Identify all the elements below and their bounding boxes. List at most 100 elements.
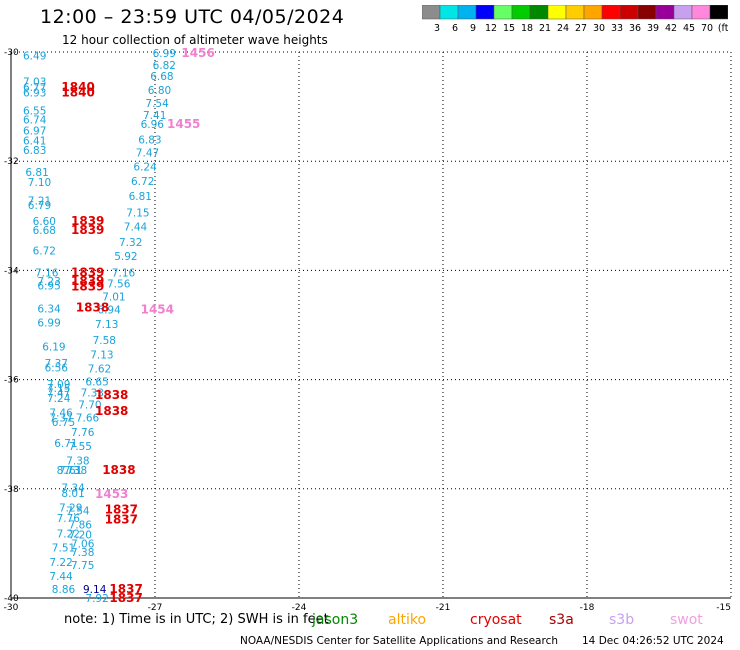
wave-height-label: 6.68 <box>150 71 173 83</box>
x-tick-label: -30 <box>4 603 19 610</box>
wave-height-label: 7.15 <box>47 383 70 395</box>
wave-height-label: 6.55 <box>23 105 46 117</box>
wave-height-label: 6.95 <box>37 281 60 293</box>
wave-height-label: 6.81 <box>129 191 152 203</box>
legend-label: 30 <box>593 23 605 34</box>
legend-label: 45 <box>683 23 695 34</box>
wave-height-label: 7.61 <box>59 465 82 477</box>
wave-height-label: 5.92 <box>114 251 137 263</box>
wave-height-label: 7.06 <box>71 538 95 550</box>
legend-label: 21 <box>539 23 551 34</box>
wave-height-label: 7.10 <box>28 177 51 189</box>
legend-label: 24 <box>557 23 569 34</box>
satellite-label-jason3: jason3 <box>312 612 359 628</box>
pass-time-label: 1453 <box>95 487 128 501</box>
pass-time-label: 1839 <box>71 280 104 294</box>
wave-height-label: 6.34 <box>37 304 61 316</box>
x-tick-label: -24 <box>292 603 307 610</box>
wave-height-label: 7.47 <box>136 147 159 159</box>
wave-height-label: 6.60 <box>33 216 56 228</box>
wave-height-label: 7.54 <box>145 98 169 110</box>
wave-height-label: 7.41 <box>143 110 166 122</box>
legend-label: 70 <box>701 23 713 34</box>
pass-time-label: 1840 <box>61 85 94 99</box>
pass-time-label: 1838 <box>95 388 128 402</box>
pass-time-label: 1839 <box>71 223 104 237</box>
wave-height-label: 7.62 <box>88 364 111 376</box>
wave-height-label: 9.14 <box>83 584 107 596</box>
credit-line: NOAA/NESDIS Center for Satellite Applica… <box>240 635 558 647</box>
pass-time-label: 1455 <box>167 117 200 131</box>
wave-height-label: 7.13 <box>95 319 118 331</box>
pass-time-label: 1837 <box>105 512 138 526</box>
wave-height-label: 6.74 <box>23 115 47 127</box>
wave-height-label: 7.92 <box>85 593 108 605</box>
wave-height-label: 7.37 <box>45 358 68 370</box>
wave-height-label: 7.47 <box>47 388 70 400</box>
wave-height-label: 6.97 <box>23 126 46 138</box>
wave-height-label: 7.23 <box>37 276 60 288</box>
satellite-label-altiko: altiko <box>388 612 427 628</box>
wave-height-label: 6.75 <box>52 417 75 429</box>
wave-height-label: 7.76 <box>57 513 81 525</box>
x-tick-label: -21 <box>436 603 451 610</box>
wave-height-label: 6.81 <box>25 167 48 179</box>
wave-height-label: 8.73 <box>57 465 80 477</box>
wave-height-label: 6.80 <box>148 85 171 97</box>
pass-time-label: 1839 <box>71 265 104 279</box>
wave-height-label: 6.96 <box>141 119 165 131</box>
wave-height-label: 7.13 <box>90 349 113 361</box>
wave-height-label: 7.38 <box>71 547 94 559</box>
wave-height-label: 7.09 <box>47 379 70 391</box>
y-tick-label: -32 <box>4 157 19 167</box>
y-tick-label: -30 <box>4 48 19 58</box>
wave-height-label: 7.86 <box>69 520 93 532</box>
legend-label: 36 <box>629 23 641 34</box>
wave-height-label: 6.99 <box>153 48 176 60</box>
wave-height-label: 7.38 <box>66 455 89 467</box>
legend-label: 42 <box>665 23 677 34</box>
legend-label: 12 <box>485 23 497 34</box>
wave-height-label: 7.03 <box>23 76 46 88</box>
wave-height-label: 7.16 <box>35 267 59 279</box>
wave-height-label: 6.68 <box>33 225 56 237</box>
pass-time-label: 1838 <box>95 404 128 418</box>
wave-height-label: 7.20 <box>69 530 92 542</box>
wave-height-label: 7.29 <box>59 502 82 514</box>
legend-label: 33 <box>611 23 623 34</box>
wave-height-label: 7.66 <box>76 413 100 425</box>
satellite-label-s3b: s3b <box>609 612 635 628</box>
satellite-label-s3a: s3a <box>549 612 574 628</box>
pass-time-label: 1839 <box>71 214 104 228</box>
wave-height-label: 7.22 <box>49 557 72 569</box>
y-tick-label: -38 <box>4 485 19 495</box>
wave-height-label: 6.65 <box>85 377 108 389</box>
wave-height-label: 7.56 <box>107 278 131 290</box>
satellite-label-cryosat: cryosat <box>470 612 522 628</box>
wave-height-label: 7.46 <box>49 407 73 419</box>
wave-height-label: 7.58 <box>93 335 116 347</box>
wave-height-label: 7.22 <box>57 528 80 540</box>
satellite-label-swot: swot <box>670 612 703 628</box>
wave-height-label: 6.99 <box>37 318 60 330</box>
wave-height-label: 7.38 <box>64 465 87 477</box>
wave-height-label: 7.24 <box>47 393 71 405</box>
x-tick-label: -27 <box>148 603 163 610</box>
wave-height-label: 7.55 <box>69 441 92 453</box>
pass-time-label: 1454 <box>141 303 174 317</box>
wave-height-label: 7.51 <box>52 543 75 555</box>
y-tick-label: -36 <box>4 376 19 386</box>
y-tick-label: -34 <box>4 266 19 276</box>
pass-time-label: 1838 <box>102 463 135 477</box>
footer-note: note: 1) Time is in UTC; 2) SWH is in fe… <box>64 612 329 627</box>
legend-label: 3 <box>434 23 440 34</box>
wave-height-label: 6.71 <box>54 438 77 450</box>
legend-label: 9 <box>470 23 476 34</box>
y-tick-label: -40 <box>4 594 19 604</box>
wave-height-map: -30-32-34-36-38-40-30 -27 -24 -21 -18 -156.49… <box>4 46 732 610</box>
legend-label: 39 <box>647 23 659 34</box>
legend-label: 6 <box>452 23 458 34</box>
wave-height-label: 7.44 <box>49 571 73 583</box>
wave-height-label: 8.86 <box>52 584 76 596</box>
